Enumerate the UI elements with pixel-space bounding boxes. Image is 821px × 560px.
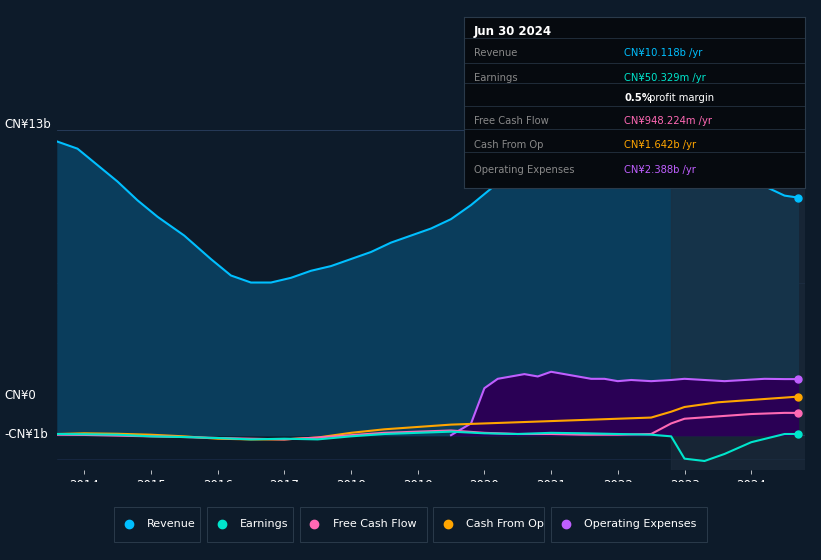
Text: CN¥1.642b /yr: CN¥1.642b /yr (624, 140, 696, 150)
Text: Cash From Op: Cash From Op (474, 140, 544, 150)
FancyBboxPatch shape (207, 507, 293, 542)
Text: CN¥948.224m /yr: CN¥948.224m /yr (624, 116, 712, 126)
FancyBboxPatch shape (433, 507, 544, 542)
Text: Operating Expenses: Operating Expenses (584, 519, 696, 529)
Text: CN¥13b: CN¥13b (4, 118, 51, 130)
Bar (671, 106, 811, 470)
Text: Cash From Op: Cash From Op (466, 519, 544, 529)
Text: CN¥10.118b /yr: CN¥10.118b /yr (624, 48, 703, 58)
FancyBboxPatch shape (551, 507, 707, 542)
Text: Revenue: Revenue (147, 519, 195, 529)
Text: 0.5%: 0.5% (624, 93, 652, 103)
Text: Earnings: Earnings (474, 73, 518, 83)
Text: Free Cash Flow: Free Cash Flow (474, 116, 548, 126)
Text: CN¥50.329m /yr: CN¥50.329m /yr (624, 73, 706, 83)
Text: Jun 30 2024: Jun 30 2024 (474, 25, 553, 38)
Text: CN¥2.388b /yr: CN¥2.388b /yr (624, 165, 696, 175)
Text: CN¥0: CN¥0 (4, 389, 36, 402)
FancyBboxPatch shape (300, 507, 427, 542)
FancyBboxPatch shape (114, 507, 200, 542)
Text: Operating Expenses: Operating Expenses (474, 165, 575, 175)
Text: Free Cash Flow: Free Cash Flow (333, 519, 416, 529)
Text: Revenue: Revenue (474, 48, 517, 58)
Text: profit margin: profit margin (646, 93, 714, 103)
Text: -CN¥1b: -CN¥1b (4, 428, 48, 441)
Text: Earnings: Earnings (240, 519, 288, 529)
